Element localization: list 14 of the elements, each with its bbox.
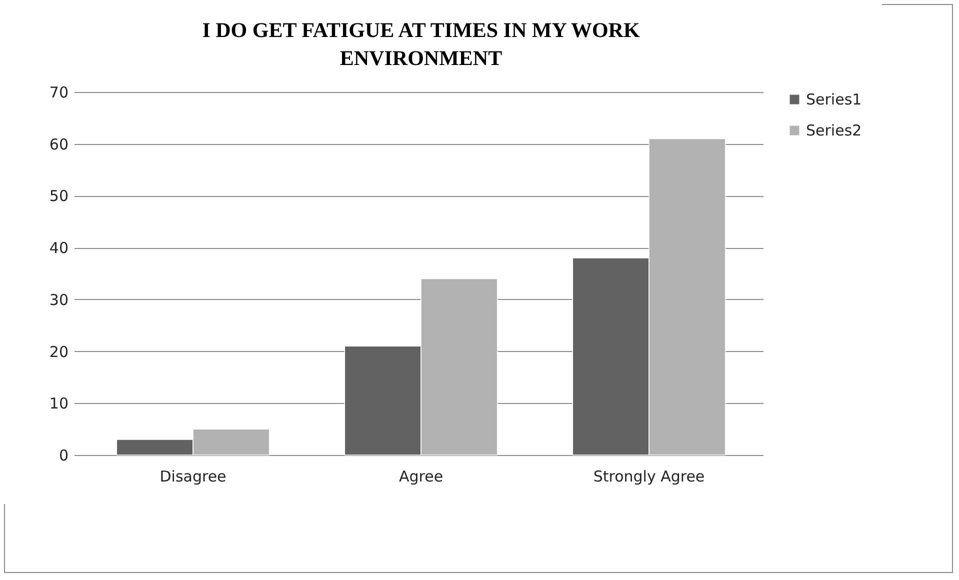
y-tick-label: 60 xyxy=(49,135,68,154)
y-tick-label: 10 xyxy=(49,394,68,413)
legend-label: Series2 xyxy=(806,122,862,140)
x-tick-label: Agree xyxy=(398,468,444,486)
legend-label: Series1 xyxy=(806,90,862,108)
y-tick-label: 50 xyxy=(49,187,68,206)
y-tick-label: 70 xyxy=(49,84,68,102)
chart-title: I DO GET FATIGUE AT TIMES IN MY WORK ENVIRONMENT xyxy=(202,18,640,70)
y-tick-label: 0 xyxy=(58,446,68,464)
y-tick-label: 40 xyxy=(49,239,68,258)
x-tick-label: Strongly Agree xyxy=(593,468,705,486)
x-tick-label: Disagree xyxy=(160,468,226,486)
y-tick-label: 20 xyxy=(49,342,68,361)
y-tick-label: 30 xyxy=(49,290,68,309)
